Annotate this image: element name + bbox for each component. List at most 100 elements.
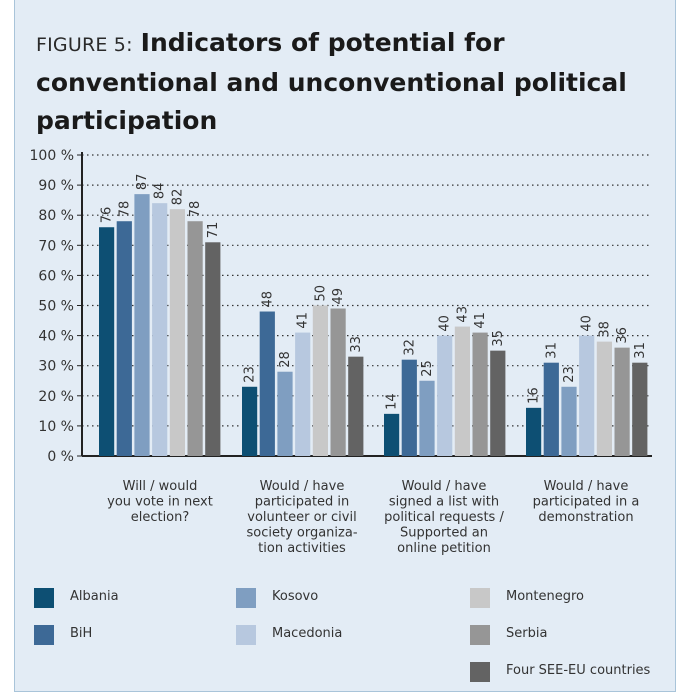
x-category-label-line: political requests / bbox=[384, 510, 504, 525]
y-tick-label: 40 % bbox=[38, 329, 74, 345]
chart-title: FIGURE 5: Indicators of potential for co… bbox=[36, 24, 666, 140]
bar bbox=[99, 227, 115, 456]
data-label: 25 bbox=[420, 360, 435, 377]
data-label: 43 bbox=[455, 306, 470, 323]
y-tick-label: 80 % bbox=[38, 208, 74, 224]
bar bbox=[437, 335, 453, 456]
legend-swatch bbox=[236, 625, 256, 645]
bar bbox=[312, 305, 328, 456]
bar bbox=[596, 341, 612, 456]
bar bbox=[187, 221, 203, 456]
data-label: 84 bbox=[153, 183, 168, 200]
x-category-label: Would / have participated in volunteer or … bbox=[246, 479, 357, 556]
x-category-label-line: Would / have bbox=[402, 479, 487, 494]
bar bbox=[490, 350, 506, 456]
x-category-label-line: participated in a bbox=[533, 495, 640, 510]
data-label: 82 bbox=[170, 189, 185, 206]
bar bbox=[169, 209, 185, 456]
data-label: 23 bbox=[243, 366, 258, 383]
x-category-label-line: Supported an bbox=[400, 526, 488, 541]
x-category-label-line: Will / would bbox=[123, 479, 198, 494]
data-label: 50 bbox=[313, 285, 328, 302]
bar bbox=[295, 332, 311, 456]
data-label: 32 bbox=[402, 339, 417, 356]
legend-label: Four SEE-EU countries bbox=[506, 663, 651, 678]
x-category-label: Would / have participated in a demonstrati… bbox=[533, 479, 640, 525]
bar bbox=[348, 356, 364, 456]
x-category-label: Would / have signed a list with political … bbox=[384, 479, 504, 556]
legend-label: Kosovo bbox=[272, 589, 319, 604]
y-tick-label: 60 % bbox=[38, 268, 74, 284]
x-category-label-line: volunteer or civil bbox=[247, 510, 356, 525]
legend-swatch bbox=[470, 588, 490, 608]
y-tick-label: 10 % bbox=[38, 419, 74, 435]
legend-label: Serbia bbox=[506, 626, 548, 641]
data-label: 40 bbox=[580, 315, 595, 332]
data-label: 14 bbox=[385, 393, 400, 410]
data-label: 87 bbox=[135, 174, 150, 191]
bar bbox=[472, 332, 488, 456]
legend-label: Montenegro bbox=[506, 589, 585, 604]
data-label: 31 bbox=[544, 342, 559, 359]
bar bbox=[454, 326, 470, 456]
x-category-label-line: tion activities bbox=[258, 541, 346, 556]
x-category-label-line: Would / have bbox=[260, 479, 345, 494]
x-category-label-line: signed a list with bbox=[389, 495, 499, 510]
x-category-label-line: participated in bbox=[255, 495, 350, 510]
bar bbox=[419, 380, 435, 456]
legend-swatch bbox=[34, 588, 54, 608]
data-label: 41 bbox=[296, 312, 311, 329]
x-category-label: Will / would you vote in next election? bbox=[107, 479, 213, 525]
y-tick-label: 50 % bbox=[38, 299, 74, 315]
x-category-label-line: you vote in next bbox=[107, 495, 213, 510]
data-label: 23 bbox=[562, 366, 577, 383]
figure-number: FIGURE 5: bbox=[36, 34, 133, 56]
data-label: 41 bbox=[473, 312, 488, 329]
legend-swatch bbox=[236, 588, 256, 608]
legend-label: BiH bbox=[70, 626, 93, 641]
bar bbox=[277, 371, 293, 456]
data-label: 78 bbox=[188, 201, 203, 218]
figure-title: Indicators of potential for conventional… bbox=[36, 28, 627, 135]
bar bbox=[579, 335, 595, 456]
bar bbox=[526, 407, 542, 456]
legend-label: Albania bbox=[70, 589, 119, 604]
data-label: 40 bbox=[438, 315, 453, 332]
data-label: 35 bbox=[491, 330, 506, 347]
legend-swatch bbox=[470, 625, 490, 645]
bar bbox=[134, 194, 150, 456]
y-tick-label: 90 % bbox=[38, 178, 74, 194]
y-tick-label: 70 % bbox=[38, 238, 74, 254]
data-label: 33 bbox=[349, 336, 364, 353]
x-category-label-line: online petition bbox=[397, 541, 491, 556]
bar bbox=[116, 221, 132, 456]
data-label: 49 bbox=[331, 288, 346, 305]
legend-label: Macedonia bbox=[272, 626, 343, 641]
bar bbox=[242, 386, 258, 456]
data-label: 78 bbox=[117, 201, 132, 218]
data-label: 36 bbox=[615, 327, 630, 344]
data-label: 38 bbox=[597, 321, 612, 338]
y-tick-label: 20 % bbox=[38, 389, 74, 405]
legend-swatch bbox=[470, 662, 490, 682]
x-category-label-line: society organiza- bbox=[246, 526, 357, 541]
bar bbox=[152, 203, 168, 456]
x-category-label-line: election? bbox=[131, 510, 190, 525]
bar bbox=[330, 308, 346, 456]
bar bbox=[561, 386, 577, 456]
data-label: 16 bbox=[527, 387, 542, 404]
data-label: 76 bbox=[100, 207, 115, 224]
bar bbox=[614, 347, 630, 456]
data-label: 71 bbox=[206, 222, 221, 239]
bar bbox=[259, 311, 275, 456]
data-label: 28 bbox=[278, 351, 293, 368]
x-category-label-line: demonstration bbox=[538, 510, 633, 525]
bar bbox=[401, 359, 417, 456]
legend-swatch bbox=[34, 625, 54, 645]
y-tick-label: 0 % bbox=[47, 449, 74, 465]
bar bbox=[543, 362, 559, 456]
bar bbox=[632, 362, 648, 456]
x-category-label-line: Would / have bbox=[544, 479, 629, 494]
data-label: 31 bbox=[633, 342, 648, 359]
